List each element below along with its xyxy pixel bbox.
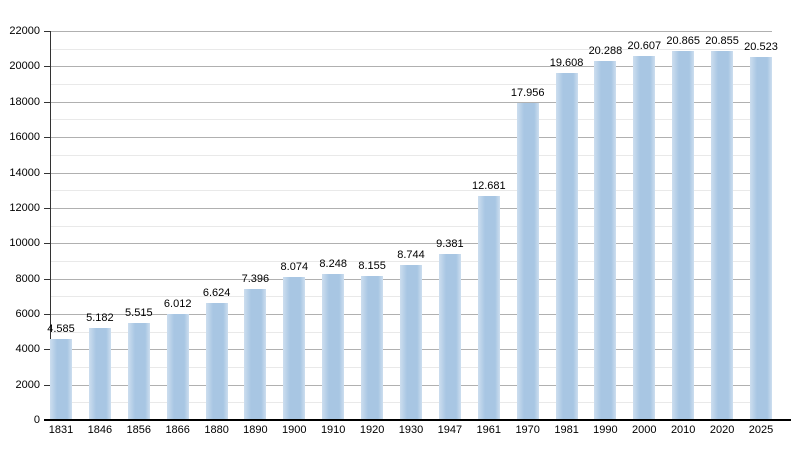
y-tick-label: 12000: [9, 201, 40, 214]
x-tick-label: 1920: [359, 424, 385, 436]
bar-2000: [633, 55, 656, 419]
bar-value-label: 7.396: [241, 273, 270, 286]
bar-1920: [361, 275, 384, 419]
x-tick-label: 1890: [243, 424, 268, 436]
major-gridline: [50, 172, 772, 174]
bar-1890: [244, 289, 267, 419]
bar-1831: [50, 338, 72, 419]
y-tick-label: 2000: [15, 378, 40, 391]
bar-value-label: 6.624: [202, 286, 231, 299]
bar-value-label: 12.681: [471, 179, 506, 192]
bar-1970: [516, 102, 539, 419]
y-tick-mark: [44, 101, 50, 103]
y-tick-label: 22000: [9, 25, 40, 37]
y-tick-mark: [44, 207, 50, 209]
bar-value-label: 20.607: [627, 39, 662, 52]
y-tick-mark: [44, 349, 50, 351]
bar-value-label: 8.248: [319, 258, 347, 271]
x-tick-label: 1990: [593, 424, 618, 436]
y-tick-label: 14000: [9, 166, 40, 179]
y-tick-mark: [44, 384, 50, 386]
bar-value-label: 8.744: [397, 249, 425, 262]
bar-value-label: 8.155: [358, 259, 386, 272]
x-tick-label: 2025: [748, 424, 774, 436]
minor-gridline: [50, 119, 772, 121]
bar-value-label: 4.585: [47, 322, 75, 335]
y-axis-line: [50, 31, 51, 420]
minor-gridline: [50, 190, 772, 192]
bar-1947: [438, 254, 461, 419]
bar-value-label: 17.956: [510, 86, 545, 99]
bar-value-label: 8.074: [280, 261, 309, 274]
y-tick-mark: [44, 313, 50, 315]
x-tick-label: 1880: [204, 424, 229, 436]
y-tick-mark: [44, 172, 50, 174]
bar-1930: [400, 265, 422, 419]
major-gridline: [50, 101, 772, 103]
bar-1990: [594, 61, 617, 419]
bar-1846: [88, 328, 111, 419]
major-gridline: [50, 207, 772, 209]
bar-value-label: 5.182: [86, 312, 114, 325]
bar-1961: [477, 195, 500, 419]
x-axis-line: [44, 419, 791, 421]
bar-value-label: 20.865: [666, 35, 701, 48]
bar-2020: [711, 51, 734, 419]
minor-gridline: [50, 225, 772, 227]
y-tick-label: 8000: [15, 272, 40, 285]
bar-value-label: 19.608: [549, 57, 584, 70]
y-tick-label: 0: [33, 414, 40, 426]
x-tick-label: 1981: [554, 424, 579, 436]
x-tick-label: 1866: [165, 424, 190, 436]
minor-gridline: [50, 154, 772, 156]
x-tick-label: 1947: [437, 424, 463, 436]
bar-value-label: 5.515: [125, 306, 153, 319]
y-tick-mark: [44, 137, 50, 139]
x-tick-label: 1846: [87, 424, 113, 436]
y-tick-mark: [44, 31, 50, 32]
bar-value-label: 20.523: [744, 41, 778, 54]
x-tick-label: 1910: [320, 424, 346, 436]
x-tick-label: 1961: [476, 424, 502, 436]
major-gridline: [50, 243, 772, 245]
x-tick-label: 2020: [709, 424, 735, 436]
y-tick-label: 20000: [9, 60, 40, 73]
bar-2010: [672, 51, 695, 419]
y-tick-mark: [44, 243, 50, 245]
x-tick-label: 2010: [670, 424, 696, 436]
minor-gridline: [50, 260, 772, 262]
minor-gridline: [50, 48, 772, 50]
bar-1910: [322, 274, 345, 419]
bar-1866: [166, 313, 189, 419]
bar-value-label: 20.288: [588, 45, 623, 58]
x-tick-label: 1831: [48, 424, 74, 436]
bar-value-label: 9.381: [436, 238, 464, 251]
major-gridline: [50, 137, 772, 139]
y-tick-mark: [44, 278, 50, 280]
bar-2025: [750, 57, 772, 419]
bar-value-label: 20.855: [705, 35, 739, 48]
x-tick-label: 2000: [632, 424, 657, 436]
minor-gridline: [50, 84, 772, 85]
y-tick-label: 6000: [15, 307, 40, 320]
x-tick-label: 1856: [126, 424, 152, 436]
y-tick-label: 10000: [9, 237, 40, 250]
bar-1856: [127, 322, 150, 419]
y-tick-label: 16000: [9, 131, 40, 144]
bar-value-label: 6.012: [163, 297, 192, 310]
major-gridline: [50, 66, 772, 68]
y-tick-mark: [44, 66, 50, 68]
bar-1900: [283, 277, 306, 419]
x-tick-label: 1970: [515, 424, 540, 436]
major-gridline: [50, 31, 772, 32]
bar-1981: [555, 73, 578, 419]
x-tick-label: 1900: [282, 424, 307, 436]
y-tick-label: 4000: [15, 343, 40, 356]
x-tick-label: 1930: [398, 424, 424, 436]
bar-1880: [205, 302, 228, 419]
y-tick-label: 18000: [9, 95, 40, 108]
